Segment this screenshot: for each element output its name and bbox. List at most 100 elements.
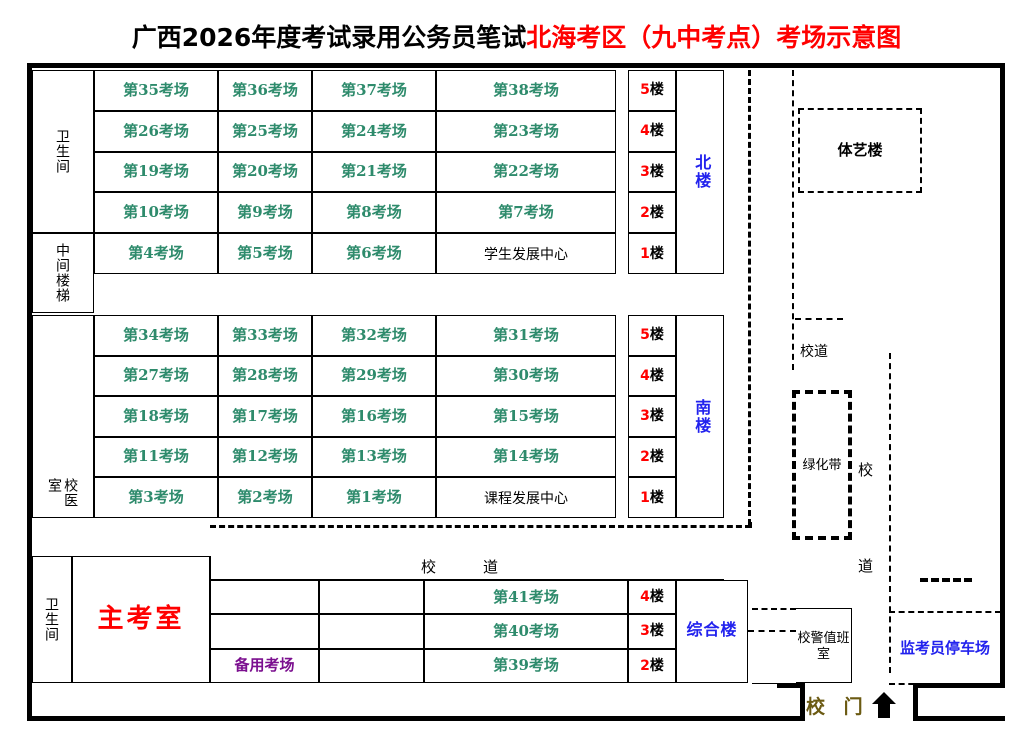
north-room-r1-c0: 第26考场 — [94, 110, 218, 152]
comp-cell-r0-c0 — [210, 580, 319, 615]
campus-road-strip: 校 道 — [210, 556, 724, 580]
south-room-r4-c0: 第3考场 — [94, 477, 218, 518]
gate-wall-left-stub — [800, 683, 805, 721]
green-belt-label: 绿化带 — [802, 457, 842, 473]
south-floor-unit-r0: 楼 — [649, 327, 664, 344]
south-floor-unit-r4: 楼 — [649, 489, 664, 506]
south-floor-unit-r3: 楼 — [649, 449, 664, 466]
gate-wall-right-stub — [913, 683, 918, 721]
bottom-toilet-label: 卫生间 — [32, 556, 72, 683]
guard-room-box: 校警值班室 — [796, 608, 852, 683]
parking-divider-dash — [920, 578, 972, 582]
south-room-r0-c1: 第33考场 — [218, 315, 312, 356]
road-divider-dashed-vertical — [748, 70, 751, 525]
south-room-r3-c3: 第14考场 — [436, 436, 616, 478]
north-room-r2-c2: 第21考场 — [312, 151, 436, 193]
comp-floor-number-r1: 3 — [640, 623, 650, 640]
south-room-r2-c3: 第15考场 — [436, 396, 616, 437]
south-floor-unit-r1: 楼 — [649, 367, 664, 384]
south-floor-unit-r2: 楼 — [649, 408, 664, 425]
comp-cell-r2-c2: 第39考场 — [424, 648, 628, 683]
road-divider-dashed-horizontal — [210, 525, 751, 528]
south-room-r1-c2: 第29考场 — [312, 355, 436, 397]
campus-wall-bottom-left — [27, 716, 805, 721]
campus-road-top-label: 校道 — [800, 343, 828, 359]
south-room-r3-c2: 第13考场 — [312, 436, 436, 478]
comp-cell-r2-c1 — [319, 648, 424, 683]
south-room-r3-c1: 第12考场 — [218, 436, 312, 478]
south-room-r4-c3: 课程发展中心 — [436, 477, 616, 518]
campus-road-edge-dashed — [792, 70, 794, 370]
north-toilet-label: 卫生间 — [32, 70, 94, 233]
gate-wall-left-top — [777, 683, 805, 688]
comp-floor-unit-r2: 楼 — [649, 657, 664, 674]
parking-label: 监考员停车场 — [899, 639, 990, 657]
north-floor-unit-r4: 楼 — [649, 245, 664, 262]
south-room-r1-c3: 第30考场 — [436, 355, 616, 397]
south-room-r2-c0: 第18考场 — [94, 396, 218, 437]
guard-room-left-wall — [752, 683, 796, 684]
south-room-r1-c0: 第27考场 — [94, 355, 218, 397]
north-room-r4-c0: 第4考场 — [94, 233, 218, 274]
guard-room-left-dashed — [752, 608, 796, 610]
gate-wall-bottom-right — [913, 716, 1005, 721]
south-clinic-label: 校医室 — [32, 478, 94, 518]
north-floor-number-r1: 4 — [640, 123, 650, 140]
arts-building-box: 体艺楼 — [798, 108, 922, 193]
north-room-r2-c0: 第19考场 — [94, 151, 218, 193]
green-belt-box: 绿化带 — [792, 390, 852, 540]
south-floor-number-r1: 4 — [640, 367, 650, 384]
parking-area: 监考员停车场 — [889, 611, 1001, 683]
north-floor-number-r3: 2 — [640, 204, 650, 221]
parking-top-edge-dashed — [889, 611, 1001, 613]
campus-road-label: 校 道 — [420, 558, 514, 576]
road-stub-dashed — [795, 318, 843, 320]
campus-wall-left — [27, 63, 32, 721]
campus-gate: 校 门 — [806, 691, 897, 719]
north-floor-number-r2: 3 — [640, 163, 650, 180]
south-room-r4-c1: 第2考场 — [218, 477, 312, 518]
gate-wall-right-top — [913, 683, 1005, 688]
campus-road-centerline-dashed — [889, 353, 891, 673]
south-room-r0-c3: 第31考场 — [436, 315, 616, 356]
comp-cell-r0-c2: 第41考场 — [424, 580, 628, 615]
north-floor-unit-r3: 楼 — [649, 204, 664, 221]
south-room-r1-c1: 第28考场 — [218, 355, 312, 397]
comp-cell-r2-c0: 备用考场 — [210, 648, 319, 683]
north-room-r3-c3: 第7考场 — [436, 192, 616, 234]
comp-cell-r0-c1 — [319, 580, 424, 615]
campus-road-vertical-label-2: 道 — [858, 558, 874, 575]
campus-wall-top — [27, 63, 1005, 68]
main-exam-room-label: 主考室 — [97, 603, 185, 634]
north-room-r4-c1: 第5考场 — [218, 233, 312, 274]
page-title: 广西2026年度考试录用公务员笔试北海考区（九中考点）考场示意图 — [0, 18, 1033, 54]
south-floor-number-r3: 2 — [640, 449, 650, 466]
comp-cell-r1-c2: 第40考场 — [424, 614, 628, 649]
campus-wall-right — [1000, 63, 1005, 683]
south-floor-number-r4: 1 — [640, 489, 650, 506]
north-room-r3-c2: 第8考场 — [312, 192, 436, 234]
parking-bottom-edge-dashed — [889, 683, 1001, 685]
south-left-blank — [32, 315, 94, 478]
guard-room-label: 校警值班室 — [797, 629, 850, 661]
title-black-part: 广西2026年度考试录用公务员笔试 — [131, 23, 527, 52]
road-divider-corner — [748, 522, 752, 528]
north-room-r3-c1: 第9考场 — [218, 192, 312, 234]
comp-floor-unit-r1: 楼 — [649, 623, 664, 640]
north-room-r0-c0: 第35考场 — [94, 70, 218, 111]
comp-floor-number-r2: 2 — [640, 657, 650, 674]
north-floor-number-r4: 1 — [640, 245, 650, 262]
comprehensive-building-label: 综合楼 — [676, 580, 748, 683]
south-building-grid: 第34考场 第33考场 第32考场 第31考场 第27考场 第28考场 第29考场 第30考场… — [94, 315, 656, 518]
comp-cell-r1-c0 — [210, 614, 319, 649]
south-room-r3-c0: 第11考场 — [94, 436, 218, 478]
south-room-r0-c0: 第34考场 — [94, 315, 218, 356]
campus-road-vertical-label-1: 校 — [858, 462, 874, 479]
